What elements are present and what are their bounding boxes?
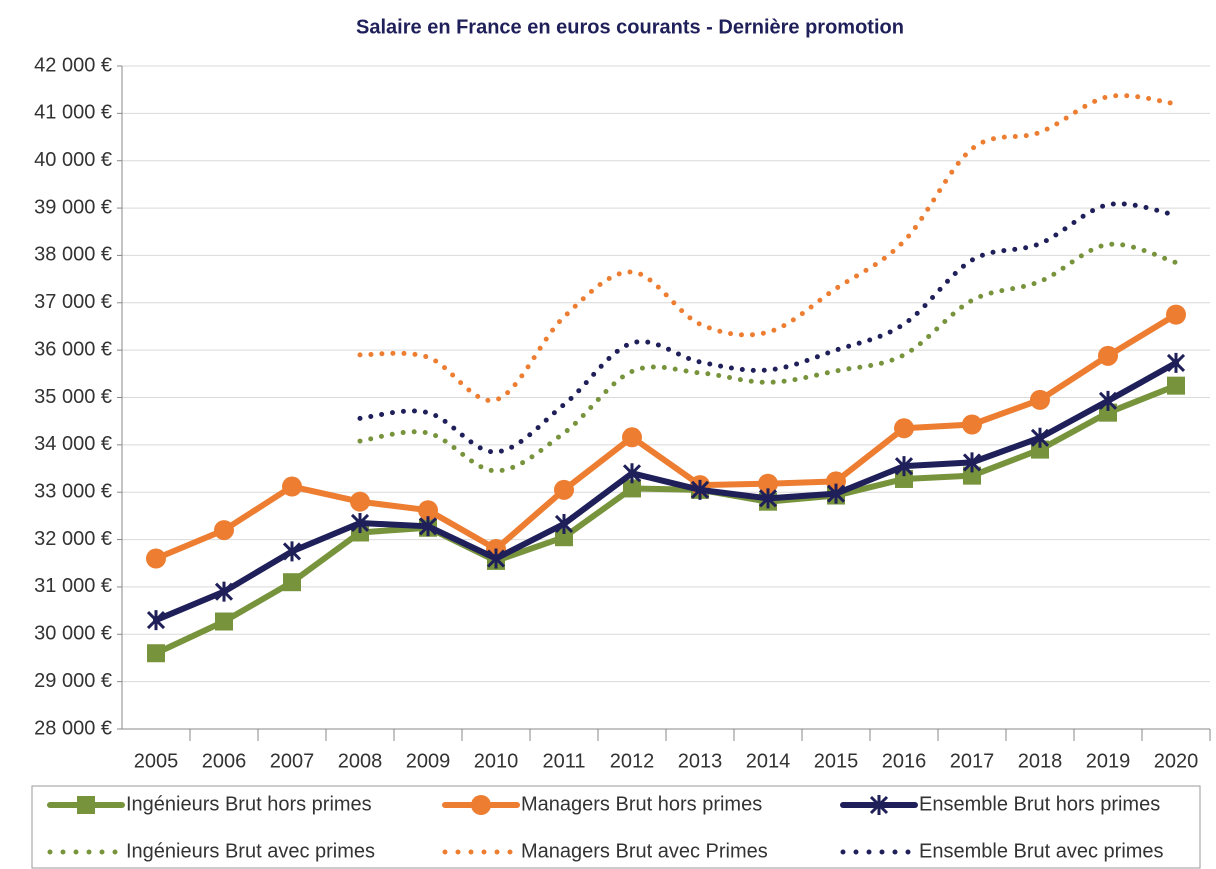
marker: [1166, 352, 1186, 373]
x-tick-label: 2014: [746, 750, 791, 772]
marker: [418, 500, 438, 521]
series-line: [153, 311, 1179, 562]
x-tick-label: 2009: [406, 750, 451, 772]
marker: [963, 466, 981, 485]
marker: [758, 488, 778, 509]
marker: [894, 418, 914, 439]
y-tick-label: 40 000 €: [34, 149, 112, 171]
marker: [214, 520, 234, 541]
marker: [1031, 440, 1049, 459]
y-tick-label: 32 000 €: [34, 528, 112, 550]
marker: [350, 512, 370, 533]
y-tick-label: 37 000 €: [34, 291, 112, 313]
x-tick-label: 2007: [270, 750, 315, 772]
marker: [962, 414, 982, 435]
marker: [623, 479, 641, 498]
marker: [1030, 389, 1050, 410]
marker: [486, 548, 506, 569]
y-tick-label: 31 000 €: [34, 575, 112, 597]
x-tick-label: 2016: [882, 750, 927, 772]
marker: [146, 548, 166, 569]
y-tick-label: 33 000 €: [34, 480, 112, 502]
series-line: [357, 201, 1179, 455]
marker: [894, 456, 914, 477]
x-tick-label: 2020: [1154, 750, 1199, 772]
marker: [283, 573, 301, 592]
x-tick-label: 2006: [202, 750, 247, 772]
marker: [758, 473, 778, 494]
marker: [77, 796, 95, 814]
y-tick-label: 36 000 €: [34, 338, 112, 360]
legend-label: Ingénieurs Brut hors primes: [126, 793, 372, 815]
legend-label: Managers Brut avec Primes: [521, 840, 768, 862]
y-tick-label: 38 000 €: [34, 244, 112, 266]
chart-title: Salaire en France en euros courants - De…: [356, 16, 904, 38]
y-tick-label: 41 000 €: [34, 102, 112, 124]
marker: [895, 469, 913, 488]
x-tick-label: 2005: [134, 750, 179, 772]
series-line: [357, 93, 1179, 403]
y-tick-label: 28 000 €: [34, 717, 112, 739]
marker: [215, 612, 233, 631]
y-tick-label: 42 000 €: [34, 54, 112, 76]
y-tick-label: 30 000 €: [34, 623, 112, 645]
marker: [146, 610, 166, 631]
legend-label: Ensemble Brut avec primes: [919, 840, 1164, 862]
x-tick-label: 2008: [338, 750, 383, 772]
x-tick-label: 2018: [1018, 750, 1063, 772]
marker: [147, 644, 165, 663]
marker: [1098, 345, 1118, 366]
y-tick-label: 35 000 €: [34, 386, 112, 408]
x-tick-label: 2013: [678, 750, 723, 772]
x-tick-label: 2015: [814, 750, 859, 772]
series-line: [153, 359, 1179, 624]
marker: [1030, 427, 1050, 448]
y-tick-label: 29 000 €: [34, 670, 112, 692]
marker: [418, 516, 438, 537]
marker: [826, 471, 846, 492]
marker: [962, 452, 982, 473]
x-tick-label: 2012: [610, 750, 655, 772]
marker: [554, 479, 574, 500]
marker: [282, 476, 302, 497]
marker: [826, 483, 846, 504]
marker: [554, 513, 574, 534]
legend-box: [31, 785, 1201, 869]
series-line: [153, 382, 1179, 657]
marker: [1099, 403, 1117, 422]
marker: [1166, 304, 1186, 325]
y-tick-label: 34 000 €: [34, 433, 112, 455]
x-tick-label: 2010: [474, 750, 519, 772]
x-tick-label: 2019: [1086, 750, 1131, 772]
marker: [214, 581, 234, 602]
marker: [622, 463, 642, 484]
legend-label: Ensemble Brut hors primes: [919, 793, 1160, 815]
legend-label: Ingénieurs Brut avec primes: [126, 840, 375, 862]
marker: [1098, 390, 1118, 411]
marker: [869, 795, 889, 815]
marker: [282, 541, 302, 562]
marker: [1167, 376, 1185, 395]
marker: [471, 795, 491, 815]
legend-label: Managers Brut hors primes: [521, 793, 762, 815]
marker: [555, 528, 573, 547]
series-line: [357, 241, 1179, 474]
x-tick-label: 2011: [542, 750, 585, 772]
x-tick-label: 2017: [950, 750, 995, 772]
marker: [350, 491, 370, 512]
marker: [622, 427, 642, 448]
marker: [690, 479, 710, 500]
y-tick-label: 39 000 €: [34, 196, 112, 218]
